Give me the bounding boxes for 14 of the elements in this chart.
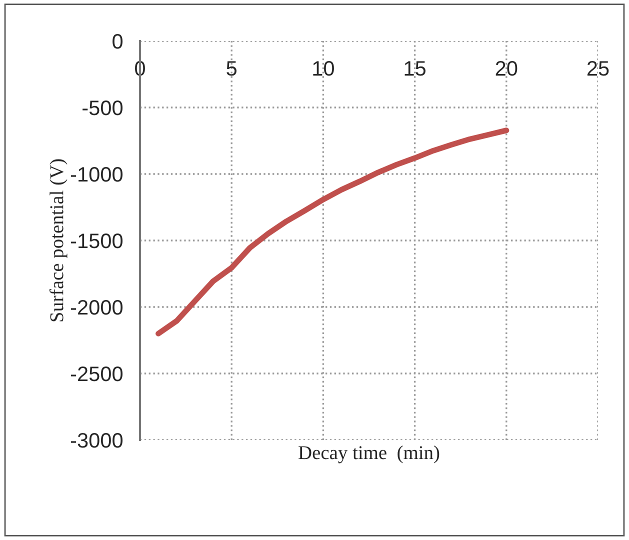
y-tick-label: 0 — [112, 34, 123, 49]
x-tick-label: 20 — [496, 61, 518, 76]
y-tick-label: -2000 — [70, 300, 123, 315]
y-axis-title: Surface potential (V) — [49, 159, 68, 322]
y-tick-label: -1500 — [70, 234, 123, 248]
y-tick-label: -2500 — [70, 366, 123, 382]
y-tick-label: -3000 — [70, 433, 123, 448]
x-tick-label: 25 — [587, 61, 609, 76]
y-tick-label: -500 — [82, 100, 123, 116]
x-tick-label: 15 — [404, 61, 426, 76]
x-axis-title: Decay time (min) — [298, 446, 440, 464]
y-tick-label: -1000 — [70, 167, 123, 182]
x-tick-label: 5 — [226, 61, 237, 76]
x-tick-label: 10 — [313, 61, 334, 76]
